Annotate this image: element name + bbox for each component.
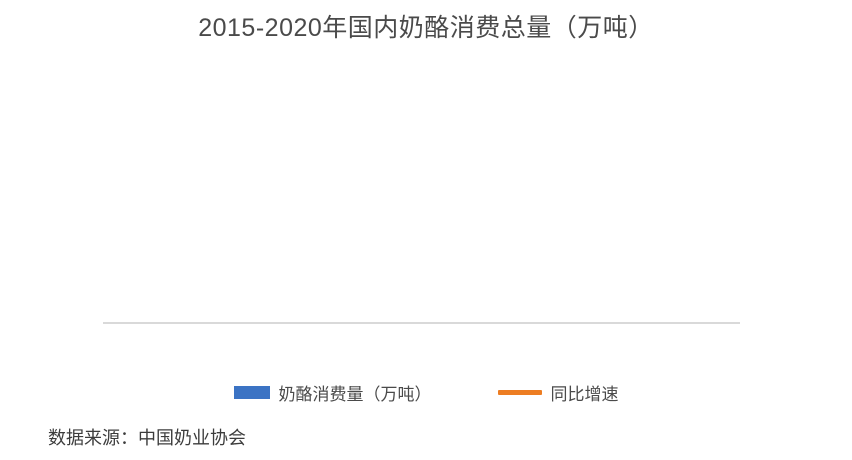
legend-item-line: 同比增速 xyxy=(497,380,619,405)
x-axis xyxy=(103,336,740,360)
chart-title: 2015-2020年国内奶酪消费总量（万吨） xyxy=(198,14,654,42)
y-axis-right xyxy=(752,70,832,323)
legend-bar-swatch-icon xyxy=(233,386,270,399)
legend-line-swatch-icon xyxy=(497,390,542,395)
legend-item-bar: 奶酪消费量（万吨） xyxy=(233,380,432,405)
legend-bar-label: 奶酪消费量（万吨） xyxy=(278,385,432,404)
line-series-layer xyxy=(103,70,740,323)
chart-legend: 奶酪消费量（万吨） 同比增速 xyxy=(0,380,852,405)
legend-line-label: 同比增速 xyxy=(550,385,619,404)
source-note: 数据来源：中国奶业协会 xyxy=(48,428,246,448)
y-axis-left xyxy=(20,70,92,323)
plot-area xyxy=(103,70,740,324)
axis-baseline xyxy=(103,322,740,324)
